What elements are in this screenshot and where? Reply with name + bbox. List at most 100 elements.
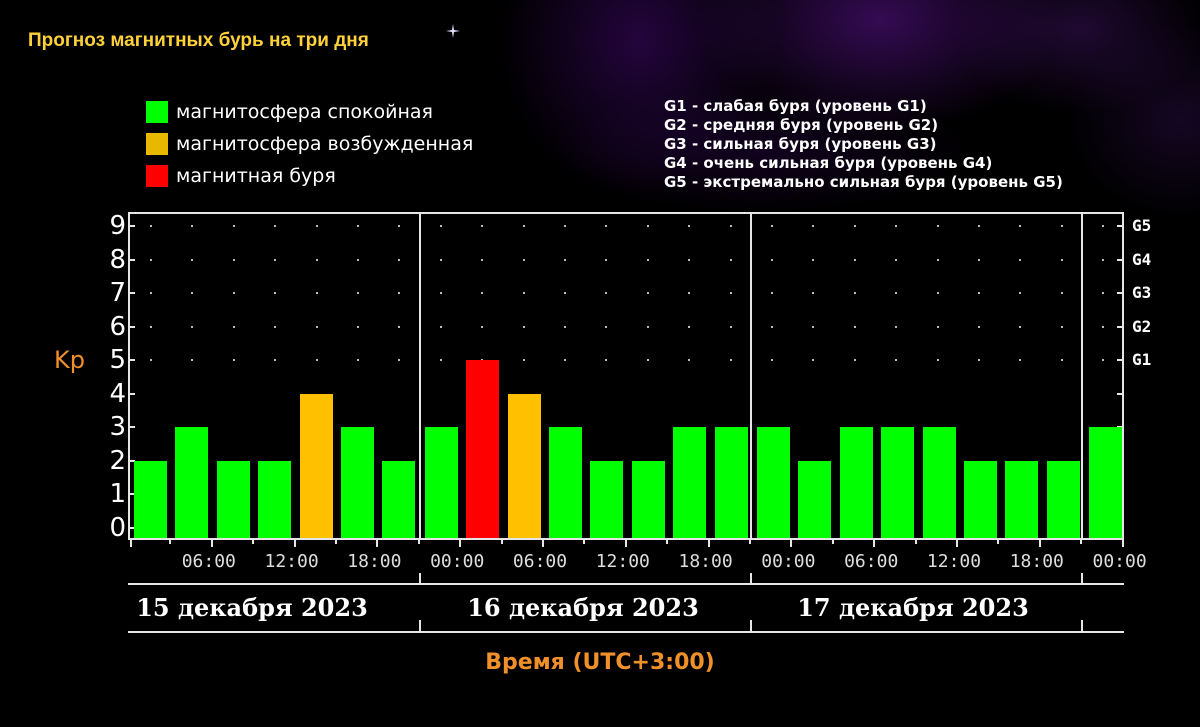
grid-dot xyxy=(605,325,608,328)
y-tick-mark-right xyxy=(1117,225,1122,228)
grid-dot xyxy=(564,225,566,228)
x-tick-mark xyxy=(1038,540,1041,547)
y-tick-label: 4 xyxy=(109,378,126,409)
x-tick-label: 18:00 xyxy=(678,551,733,572)
grid-dot xyxy=(1102,258,1105,261)
x-tick-mark xyxy=(749,540,751,544)
grid-dot xyxy=(357,292,359,295)
grid-dot xyxy=(978,359,980,362)
x-tick-mark xyxy=(417,540,420,544)
grid-dot xyxy=(853,258,856,261)
legend-label: магнитосфера спокойная xyxy=(176,101,433,123)
day-divider-line xyxy=(1081,212,1083,538)
grid-dot xyxy=(274,292,277,295)
x-tick-mark xyxy=(130,540,132,547)
grid-dot xyxy=(978,325,980,328)
grid-dot xyxy=(688,325,691,328)
grid-dot xyxy=(1102,359,1105,362)
grid-dot xyxy=(150,359,152,362)
grid-dot xyxy=(564,359,566,362)
grid-dot xyxy=(936,325,939,328)
date-label: 17 декабря 2023 xyxy=(797,593,1029,622)
grid-dot xyxy=(1019,325,1022,328)
x-tick-mark xyxy=(500,540,503,544)
grid-dot xyxy=(771,292,773,295)
date-band-top-line xyxy=(128,583,1124,585)
grid-dot xyxy=(646,359,649,362)
grid-dot xyxy=(191,292,194,295)
x-tick-mark xyxy=(997,540,1000,544)
grid-dot xyxy=(481,225,484,228)
kp-bar xyxy=(1005,460,1039,538)
grid-dot xyxy=(522,359,525,362)
grid-dot xyxy=(439,359,442,362)
grid-dot xyxy=(688,225,691,228)
x-tick-mark xyxy=(873,540,876,547)
y-tick-label: 0 xyxy=(109,513,126,543)
y-tick-mark xyxy=(130,426,135,429)
grid-dot xyxy=(605,359,608,362)
grid-dot xyxy=(232,225,235,228)
grid-dot xyxy=(357,359,359,362)
grid-dot xyxy=(1102,225,1105,228)
x-tick-label: 12:00 xyxy=(595,551,650,572)
grid-dot xyxy=(150,292,152,295)
grid-dot xyxy=(936,292,939,295)
y-tick-label: 5 xyxy=(109,345,126,376)
x-tick-mark xyxy=(252,540,255,544)
g-level-item: G5 - экстремально сильная буря (уровень … xyxy=(664,173,1063,191)
kp-bar xyxy=(631,460,665,538)
grid-dot xyxy=(232,359,235,362)
grid-dot xyxy=(853,325,856,328)
x-tick-mark xyxy=(624,540,627,547)
kp-bar xyxy=(466,360,500,538)
y-tick-mark xyxy=(130,225,135,228)
date-label: 16 декабря 2023 xyxy=(467,593,699,622)
grid-dot xyxy=(1102,292,1105,295)
grid-dot xyxy=(812,325,815,328)
g-level-item: G2 - средняя буря (уровень G2) xyxy=(664,116,939,134)
g-level-label: G3 xyxy=(1132,283,1152,303)
y-tick-mark-right xyxy=(1117,292,1122,295)
star-sparkle-icon xyxy=(446,24,460,38)
x-tick-mark xyxy=(956,540,958,547)
x-tick-mark xyxy=(376,540,379,547)
kp-bar xyxy=(134,460,167,538)
x-tick-mark xyxy=(1121,540,1124,547)
x-tick-label: 00:00 xyxy=(761,551,816,572)
legend-item-excited: магнитосфера возбужденная xyxy=(146,128,473,160)
status-legend: магнитосфера спокойная магнитосфера возб… xyxy=(146,96,473,192)
grid-dot xyxy=(895,292,898,295)
grid-dot xyxy=(1102,325,1105,328)
grid-dot xyxy=(936,359,939,362)
grid-dot xyxy=(646,258,649,261)
grid-dot xyxy=(1060,292,1063,295)
grid-dot xyxy=(646,292,649,295)
grid-dot xyxy=(398,258,401,261)
grid-dot xyxy=(481,325,484,328)
date-separator-tick xyxy=(419,620,421,632)
grid-dot xyxy=(936,258,939,261)
legend-swatch-calm xyxy=(146,101,168,123)
kp-bar xyxy=(424,427,458,538)
grid-dot xyxy=(729,225,732,228)
kp-bar xyxy=(714,427,748,538)
x-tick-mark xyxy=(542,540,544,547)
legend-item-calm: магнитосфера спокойная xyxy=(146,96,473,128)
kp-bar xyxy=(673,427,707,538)
grid-dot xyxy=(978,292,980,295)
kp-bar xyxy=(299,393,333,538)
grid-dot xyxy=(398,325,401,328)
grid-dot xyxy=(812,258,815,261)
y-tick-mark-right xyxy=(1117,258,1122,261)
grid-dot xyxy=(150,325,152,328)
page-title: Прогноз магнитных бурь на три дня xyxy=(28,30,369,51)
grid-dot xyxy=(771,359,773,362)
date-label: 15 декабря 2023 xyxy=(136,593,368,622)
grid-dot xyxy=(439,325,442,328)
grid-dot xyxy=(605,225,608,228)
grid-dot xyxy=(522,325,525,328)
grid-dot xyxy=(481,258,484,261)
grid-dot xyxy=(398,359,401,362)
x-tick-mark xyxy=(707,540,710,547)
